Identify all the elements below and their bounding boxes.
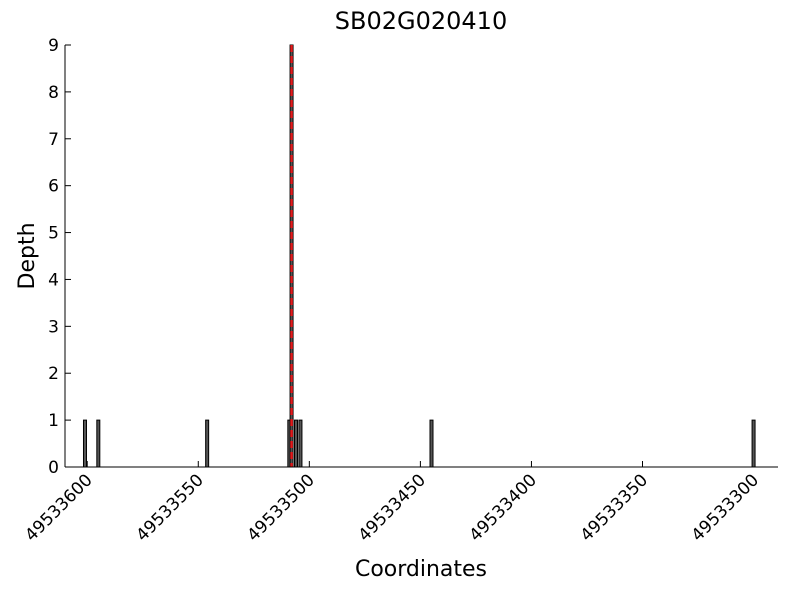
y-tick-label: 0: [48, 458, 59, 478]
chart-title: SB02G020410: [335, 7, 507, 35]
x-tick-label: 49533550: [132, 470, 207, 545]
x-tick-label: 49533400: [466, 470, 541, 545]
y-tick-label: 2: [48, 364, 59, 384]
y-tick-label: 4: [48, 270, 59, 290]
bar: [82, 419, 87, 468]
bar: [298, 419, 303, 468]
x-tick-label: 49533450: [355, 470, 430, 545]
x-axis-label: Coordinates: [355, 557, 487, 582]
y-tick-label: 8: [48, 83, 59, 103]
y-tick-label: 7: [48, 130, 59, 150]
x-tick-label: 49533500: [244, 470, 319, 545]
bar: [429, 419, 434, 468]
y-tick-label: 5: [48, 224, 59, 244]
x-tick-label: 49533600: [21, 470, 96, 545]
bar: [205, 419, 210, 468]
y-tick-label: 6: [48, 177, 59, 197]
x-tick-label: 49533300: [688, 470, 763, 545]
y-tick-label: 3: [48, 317, 59, 337]
bar: [96, 419, 101, 468]
y-axis-label: Depth: [15, 222, 40, 289]
x-tick-label: 49533350: [577, 470, 652, 545]
bar: [751, 419, 756, 468]
bar: [294, 419, 299, 468]
y-tick-label: 9: [48, 36, 59, 56]
y-tick-label: 1: [48, 411, 59, 431]
